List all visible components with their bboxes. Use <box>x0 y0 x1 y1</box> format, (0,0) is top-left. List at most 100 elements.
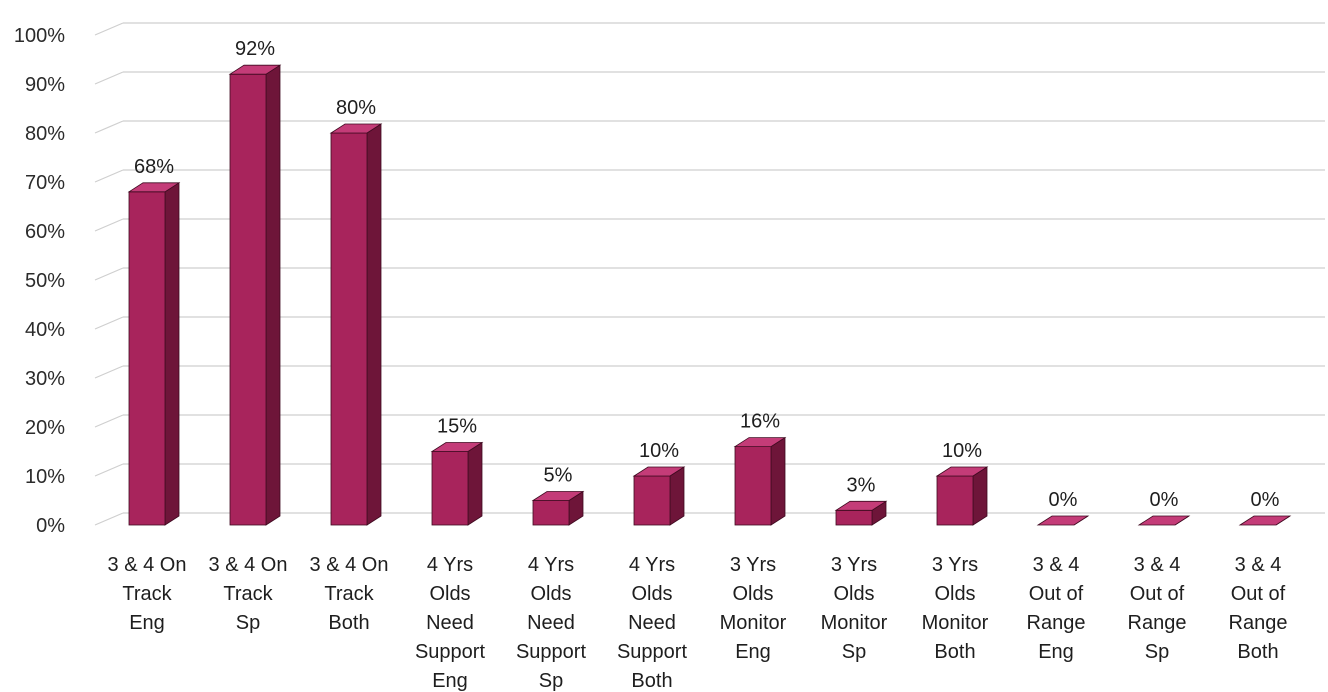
data-label: 80% <box>336 97 376 119</box>
x-category-label-line: 3 Yrs <box>730 554 776 576</box>
x-category-label: 4 Yrs Olds Need Support Sp <box>516 554 586 692</box>
y-tick-label: 70% <box>25 172 65 194</box>
bar-side <box>164 182 180 526</box>
bars: 68% 92% 80% 15% 5% 10% 16% 3% 10% 0% 0% 0% <box>127 38 1292 526</box>
x-category-label: 4 Yrs Olds Need Support Both <box>617 554 687 692</box>
x-category-label-line: 3 & 4 <box>1134 554 1181 576</box>
y-tick-label: 10% <box>25 466 65 488</box>
bar-side <box>669 466 685 526</box>
bar-top <box>430 442 484 452</box>
x-category-label-line: Range <box>1128 612 1187 634</box>
bar <box>430 441 484 526</box>
bar-side <box>770 436 786 526</box>
x-axis: 3 & 4 On Track Eng 3 & 4 On Track Sp 3 & 4 On T… <box>108 554 1288 692</box>
bar-top <box>127 182 181 193</box>
y-tick-label: 20% <box>25 417 65 439</box>
bar-front <box>330 132 368 526</box>
x-category-label-line: 4 Yrs <box>629 554 675 576</box>
x-category-label-line: 3 & 4 On <box>209 554 288 576</box>
x-category-label-line: Need <box>527 612 575 634</box>
gridline-depth <box>94 71 124 85</box>
data-label: 10% <box>639 440 679 462</box>
x-category-label-line: Eng <box>1038 641 1074 663</box>
x-category-label: 3 & 4 On Track Both <box>310 554 389 634</box>
x-category-label-line: Olds <box>732 583 773 605</box>
bar-top <box>531 491 585 501</box>
gridline-depth <box>94 414 124 428</box>
gridline-depth <box>94 365 124 379</box>
y-tick-label: 40% <box>25 319 65 341</box>
bar <box>531 490 585 526</box>
data-label: 68% <box>134 156 174 178</box>
x-category-label-line: Sp <box>539 670 563 692</box>
bar <box>329 123 383 526</box>
bar <box>935 466 989 526</box>
bar-top <box>632 466 686 477</box>
gridline-depth <box>94 169 124 183</box>
y-tick-label: 80% <box>25 123 65 145</box>
x-category-label: 3 & 4 On Track Sp <box>209 554 288 634</box>
bar-front <box>532 500 570 526</box>
bar-front <box>633 475 671 526</box>
x-category-label-line: Support <box>617 641 687 663</box>
bar-front <box>128 191 166 526</box>
x-category-label-line: 3 & 4 On <box>310 554 389 576</box>
bar-front <box>734 446 772 526</box>
x-category-label-line: 3 & 4 <box>1033 554 1080 576</box>
data-label: 0% <box>1251 489 1280 511</box>
bar-front <box>431 451 469 526</box>
x-category-label-line: 3 Yrs <box>831 554 877 576</box>
gridline-depth <box>94 218 124 232</box>
bar-top <box>935 466 989 477</box>
data-label: 92% <box>235 38 275 60</box>
x-category-label: 3 & 4 On Track Eng <box>108 554 187 634</box>
bar-side <box>972 466 988 526</box>
bar-side <box>467 441 483 526</box>
bar <box>834 500 888 526</box>
gridline-depth <box>94 120 124 134</box>
x-category-label-line: Range <box>1027 612 1086 634</box>
gridlines <box>94 22 1325 526</box>
y-axis: 0% 10% 20% 30% 40% 50% 60% 70% 80% 90% 100% <box>14 25 65 537</box>
x-category-label-line: Eng <box>735 641 771 663</box>
bar-front <box>229 73 267 526</box>
bar-front <box>936 475 974 526</box>
x-category-label-line: 3 Yrs <box>932 554 978 576</box>
data-label: 3% <box>847 474 876 496</box>
x-category-label-line: Olds <box>631 583 672 605</box>
x-category-label: 4 Yrs Olds Need Support Eng <box>415 554 485 692</box>
x-category-label-line: Monitor <box>922 612 989 634</box>
data-label: 16% <box>740 411 780 433</box>
bar-top <box>1137 515 1191 526</box>
y-tick-label: 0% <box>36 515 65 537</box>
x-category-label: 3 Yrs Olds Monitor Eng <box>720 554 787 663</box>
x-category-label: 3 & 4 Out of Range Sp <box>1128 554 1187 663</box>
x-category-label-line: Track <box>324 583 374 605</box>
x-category-label-line: Eng <box>432 670 468 692</box>
x-category-label-line: Both <box>631 670 672 692</box>
data-label: 5% <box>544 465 573 487</box>
x-category-label-line: 3 & 4 <box>1235 554 1282 576</box>
x-category-label-line: Support <box>516 641 586 663</box>
x-category-label-line: 3 & 4 On <box>108 554 187 576</box>
bar-top <box>834 500 888 511</box>
y-tick-label: 50% <box>25 270 65 292</box>
x-category-label-line: Support <box>415 641 485 663</box>
x-category-label-line: Need <box>628 612 676 634</box>
data-label: 10% <box>942 440 982 462</box>
bar-side <box>265 64 281 526</box>
bar <box>1036 515 1090 526</box>
x-category-label-line: Monitor <box>821 612 888 634</box>
data-label: 0% <box>1049 489 1078 511</box>
x-category-label-line: Track <box>223 583 273 605</box>
gridline-depth <box>94 22 124 36</box>
x-category-label-line: Olds <box>429 583 470 605</box>
x-category-label-line: 4 Yrs <box>528 554 574 576</box>
x-category-label: 3 Yrs Olds Monitor Sp <box>821 554 888 663</box>
x-category-label-line: Eng <box>129 612 165 634</box>
bar <box>228 64 282 526</box>
x-category-label-line: Out of <box>1029 583 1084 605</box>
bar <box>1238 515 1292 526</box>
